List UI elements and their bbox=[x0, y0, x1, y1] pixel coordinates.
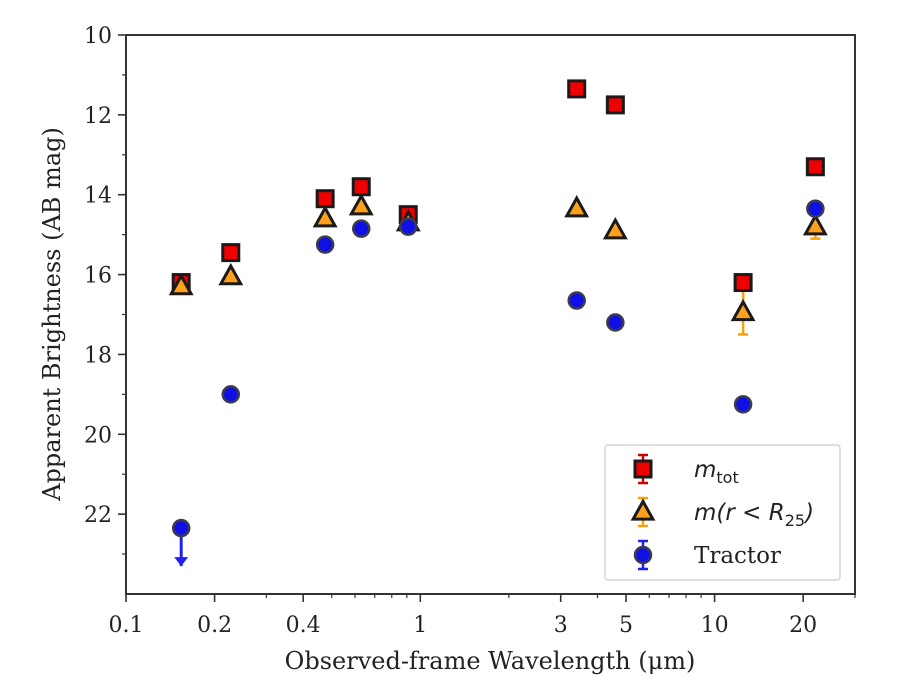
data-point-triangle bbox=[312, 204, 338, 228]
y-tick-label: 10 bbox=[84, 24, 112, 49]
x-axis-title: Observed-frame Wavelength (μm) bbox=[285, 647, 696, 675]
data-point-circle bbox=[806, 199, 825, 218]
legend-marker-square bbox=[633, 459, 653, 479]
data-point-triangle bbox=[730, 298, 756, 322]
y-axis-title: Apparent Brightness (AB mag) bbox=[38, 127, 66, 502]
x-tick-label: 0.2 bbox=[197, 613, 232, 638]
data-point-triangle bbox=[168, 272, 194, 296]
legend-label: mtot bbox=[694, 457, 739, 487]
legend-marker-circle bbox=[633, 545, 653, 565]
y-tick-label: 14 bbox=[84, 184, 112, 209]
data-point-square bbox=[805, 157, 825, 177]
x-tick-label: 3 bbox=[554, 613, 568, 638]
data-point-triangle bbox=[348, 193, 374, 216]
x-tick-label: 5 bbox=[619, 613, 633, 638]
data-point-circle bbox=[221, 385, 241, 404]
data-point-circle bbox=[398, 217, 418, 236]
data-point-square bbox=[733, 273, 753, 293]
data-point-square bbox=[351, 177, 371, 197]
legend: mtot m(r < R25) Tractor bbox=[604, 444, 841, 581]
upper-limit-arrowhead bbox=[174, 557, 189, 567]
x-axis: 0.1 0.2 0.4 1 3 5 10 20 bbox=[109, 594, 856, 638]
legend-label: Tractor bbox=[694, 543, 781, 569]
data-point-square bbox=[605, 95, 625, 115]
data-point-circle bbox=[171, 518, 191, 538]
legend-box bbox=[604, 444, 841, 581]
data-point-triangle bbox=[802, 212, 828, 236]
data-point-circle bbox=[733, 395, 753, 414]
y-tick-label: 20 bbox=[84, 423, 112, 448]
y-axis: 10 12 14 16 18 20 22 bbox=[84, 24, 126, 555]
data-point-square bbox=[221, 243, 241, 263]
markers bbox=[168, 79, 828, 538]
data-point-square bbox=[567, 79, 587, 99]
x-tick-label: 10 bbox=[701, 613, 729, 638]
y-tick-label: 12 bbox=[84, 104, 112, 129]
data-point-circle bbox=[315, 235, 335, 254]
data-point-triangle bbox=[564, 195, 590, 218]
y-tick-label: 22 bbox=[84, 503, 112, 528]
data-point-circle bbox=[351, 219, 371, 238]
x-tick-label: 0.1 bbox=[109, 613, 144, 638]
data-point-square bbox=[315, 189, 335, 209]
data-point-circle bbox=[606, 313, 625, 332]
data-point-triangle bbox=[218, 262, 244, 286]
legend-marker-triangle bbox=[630, 498, 656, 521]
y-tick-label: 18 bbox=[84, 343, 112, 368]
y-tick-label: 16 bbox=[84, 264, 112, 289]
legend-label: m(r < R25) bbox=[694, 500, 814, 530]
x-tick-label: 1 bbox=[413, 613, 427, 638]
x-tick-label: 0.4 bbox=[286, 613, 321, 638]
data-point-circle bbox=[567, 291, 586, 310]
data-point-triangle bbox=[602, 216, 628, 240]
x-tick-label: 20 bbox=[789, 613, 817, 638]
